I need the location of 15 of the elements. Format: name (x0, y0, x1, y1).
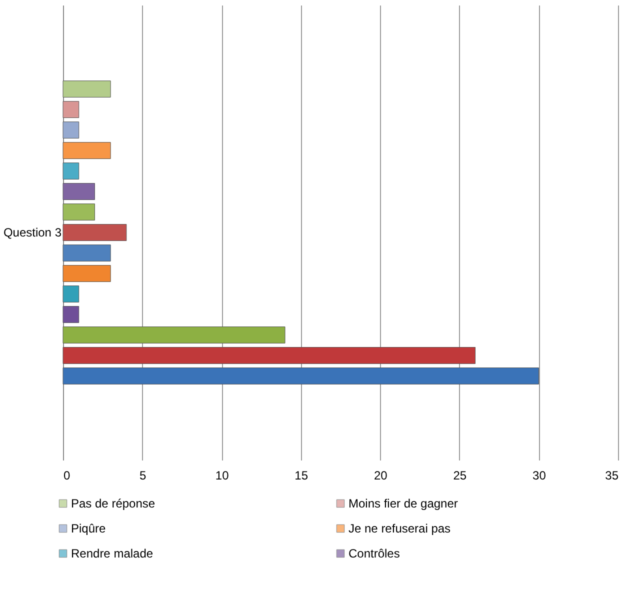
y-tick-label: Question 3 (3, 226, 62, 240)
legend-label: Moins fier de gagner (348, 496, 458, 510)
legend-label: Je ne refuserai pas (348, 522, 451, 536)
legend-label: Pas de réponse (71, 496, 156, 510)
x-tick-label: 35 (605, 468, 619, 482)
x-tick-label: 25 (453, 468, 467, 482)
x-tick-label: 5 (139, 468, 146, 482)
legend-label: Rendre malade (71, 546, 154, 560)
x-tick-label: 15 (294, 468, 308, 482)
x-tick-label: 30 (532, 468, 546, 482)
x-tick-label: 20 (374, 468, 388, 482)
legend-label: Piqûre (71, 522, 106, 536)
legend-label: Contrôles (348, 546, 400, 560)
x-tick-label: 10 (215, 468, 230, 482)
x-tick-label: 0 (64, 468, 70, 482)
